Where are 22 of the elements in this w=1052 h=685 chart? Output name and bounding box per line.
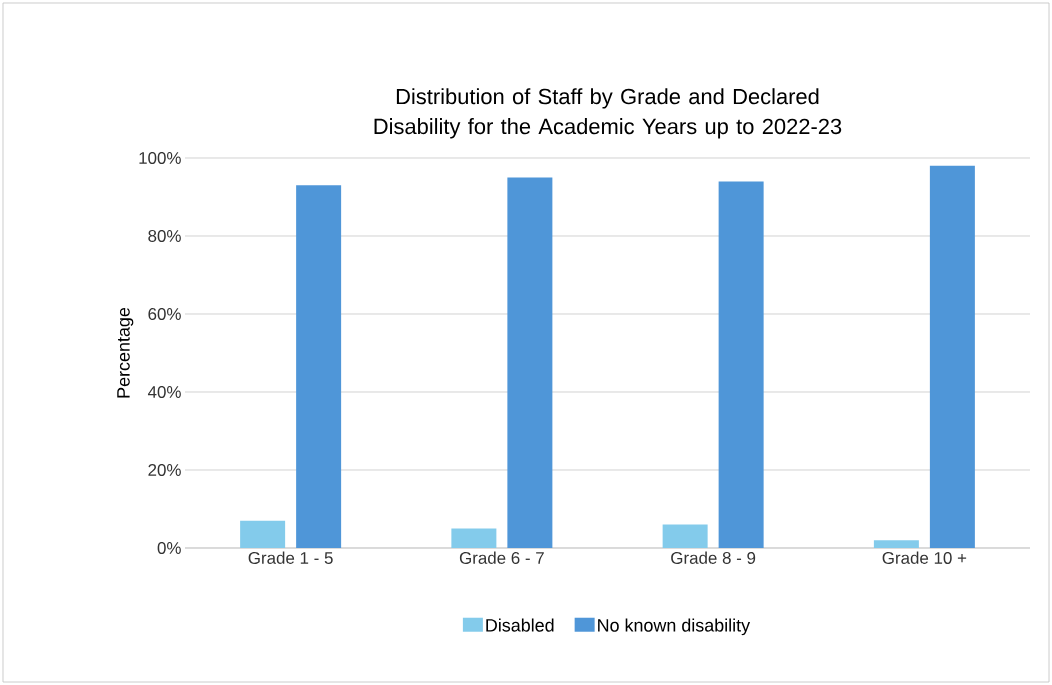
legend-label: Disabled [486,618,554,632]
y-tick-label: 40% [147,386,181,398]
bar [451,528,497,548]
y-axis-title: Percentage [117,307,134,398]
x-tick-label: Grade 10 + [882,551,967,564]
legend-label: No known disability [598,618,751,636]
bar [507,177,553,548]
bar [873,540,919,548]
chart-title: Distribution of Staff by Grade and Declared Disability for the Academic Years up to 2022-23 [374,88,842,139]
x-tick-label: Grade 6 - 7 [459,551,544,564]
bar [296,185,342,548]
bar [662,524,708,548]
bar [240,520,286,548]
y-tick-label: 0% [157,542,181,554]
bar [929,165,975,548]
bar [718,181,764,548]
y-tick-label: 100% [139,152,181,164]
y-tick-label: 60% [148,308,181,320]
x-tick-label: Grade 8 - 9 [671,551,756,564]
x-tick-label: Grade 1 - 5 [248,551,333,564]
y-tick-label: 20% [148,464,181,476]
y-tick-label: 80% [148,230,181,242]
